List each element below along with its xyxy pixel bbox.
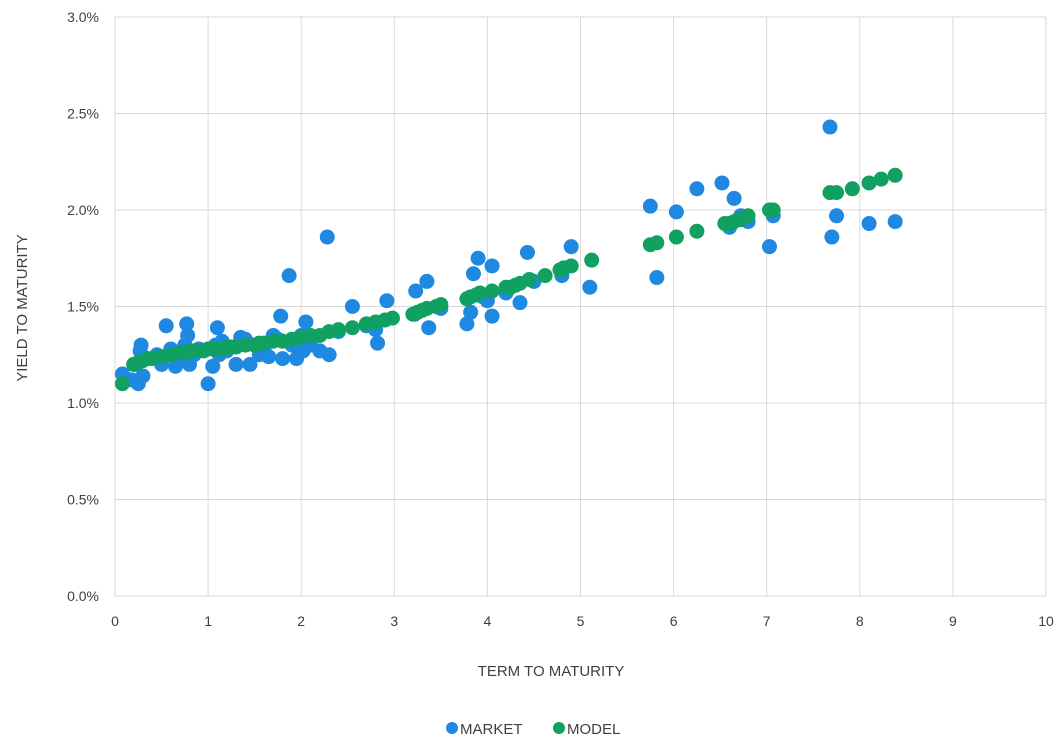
market-point: [822, 119, 838, 135]
market-point: [484, 308, 500, 324]
model-point: [861, 175, 877, 191]
y-tick-label: 2.0%: [67, 202, 99, 218]
market-point: [200, 376, 216, 392]
y-tick-label: 1.5%: [67, 299, 99, 315]
market-point: [824, 229, 840, 245]
legend-label-model: MODEL: [567, 721, 620, 738]
model-point: [563, 258, 579, 274]
market-point: [419, 273, 435, 289]
model-point: [584, 252, 600, 268]
x-tick-label: 5: [577, 613, 585, 629]
model-point: [844, 181, 860, 197]
market-point: [829, 208, 845, 224]
x-tick-label: 3: [390, 613, 398, 629]
x-tick-label: 8: [856, 613, 864, 629]
market-point: [861, 216, 877, 232]
market-point: [319, 229, 335, 245]
x-tick-label: 7: [763, 613, 771, 629]
x-tick-label: 10: [1038, 613, 1054, 629]
model-point: [649, 235, 665, 251]
x-tick-labels: 0 1 2 3 4 5 6 7 8 9 10: [111, 613, 1054, 629]
legend: MARKET MODEL: [446, 721, 620, 738]
legend-marker-market: [446, 722, 458, 734]
series-model: [114, 167, 903, 392]
legend-marker-model: [553, 722, 565, 734]
market-point: [887, 214, 903, 230]
model-point: [668, 229, 684, 245]
model-point: [114, 376, 130, 392]
market-point: [459, 316, 475, 332]
market-point: [158, 318, 174, 334]
market-point: [726, 190, 742, 206]
model-point: [344, 320, 360, 336]
market-point: [512, 295, 528, 311]
market-point: [379, 293, 395, 309]
market-point: [519, 244, 535, 260]
model-point: [873, 171, 889, 187]
market-point: [281, 268, 297, 284]
x-axis-title: TERM TO MATURITY: [478, 663, 625, 680]
market-point: [275, 351, 291, 367]
market-point: [180, 327, 196, 343]
market-point: [179, 316, 195, 332]
market-point: [133, 337, 149, 353]
market-point: [228, 356, 244, 372]
market-point: [642, 198, 658, 214]
market-point: [205, 358, 221, 374]
model-point: [472, 285, 488, 301]
market-point: [470, 250, 486, 266]
market-point: [563, 239, 579, 255]
y-tick-label: 0.0%: [67, 588, 99, 604]
market-point: [668, 204, 684, 220]
market-point: [408, 283, 424, 299]
model-point: [740, 208, 756, 224]
market-point: [298, 314, 314, 330]
model-point: [384, 310, 400, 326]
market-point: [689, 181, 705, 197]
market-point: [582, 279, 598, 295]
model-point: [887, 167, 903, 183]
market-point: [261, 349, 277, 365]
market-point: [209, 320, 225, 336]
model-point: [433, 297, 449, 313]
y-tick-labels: 0.0% 0.5% 1.0% 1.5% 2.0% 2.5% 3.0%: [67, 9, 99, 604]
y-tick-label: 0.5%: [67, 492, 99, 508]
y-tick-label: 3.0%: [67, 9, 99, 25]
market-point: [484, 258, 500, 274]
x-tick-label: 6: [670, 613, 678, 629]
x-tick-label: 0: [111, 613, 119, 629]
market-point: [321, 347, 337, 363]
legend-label-market: MARKET: [460, 721, 523, 738]
x-tick-label: 2: [297, 613, 305, 629]
market-point: [761, 239, 777, 255]
model-point: [484, 283, 500, 299]
market-point: [370, 335, 386, 351]
model-point: [521, 271, 537, 287]
market-point: [273, 308, 289, 324]
y-axis-title: YIELD TO MATURITY: [14, 234, 31, 382]
market-point: [649, 270, 665, 286]
market-point: [135, 368, 151, 384]
market-point: [463, 304, 479, 320]
y-tick-label: 2.5%: [67, 106, 99, 122]
market-point: [465, 266, 481, 282]
gridlines: [114, 16, 1047, 597]
model-point: [330, 322, 346, 338]
market-point: [714, 175, 730, 191]
x-tick-label: 9: [949, 613, 957, 629]
market-point: [344, 299, 360, 314]
y-tick-label: 1.0%: [67, 395, 99, 411]
model-point: [829, 185, 845, 201]
x-tick-label: 1: [204, 613, 212, 629]
model-point: [537, 268, 553, 284]
market-point: [242, 356, 258, 372]
model-point: [765, 202, 781, 218]
market-point: [421, 320, 437, 336]
model-point: [689, 223, 705, 239]
series-layer: [114, 119, 903, 392]
x-tick-label: 4: [484, 613, 492, 629]
